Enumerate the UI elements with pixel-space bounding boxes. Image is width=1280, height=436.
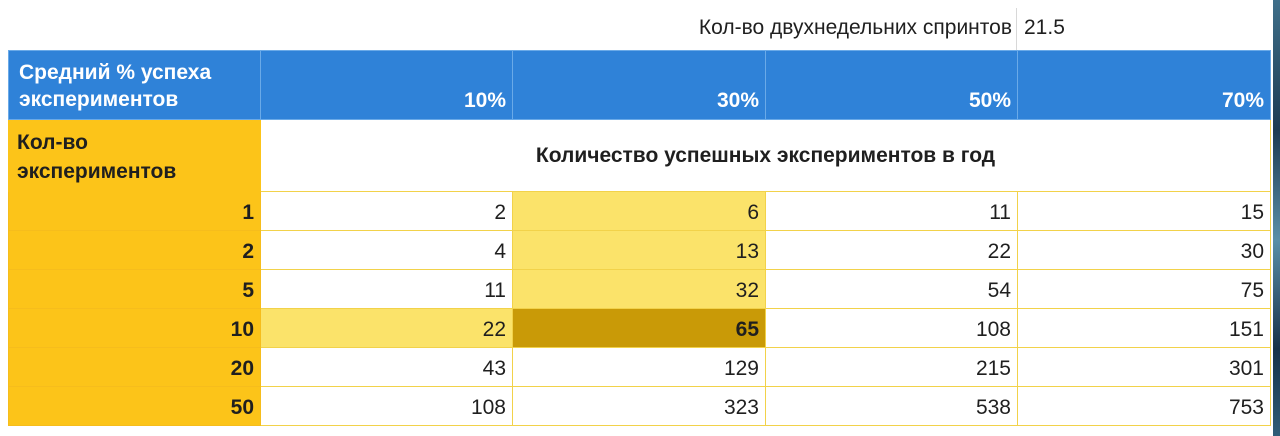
table-cell[interactable]: 15 — [1017, 191, 1271, 231]
table-cell[interactable]: 2 — [260, 191, 513, 231]
label-line-1: Кол-во — [17, 131, 88, 154]
table-cell[interactable]: 22 — [765, 230, 1018, 270]
table-caption[interactable]: Количество успешных экспериментов в год — [260, 119, 1271, 192]
table-cell[interactable]: 54 — [765, 269, 1018, 309]
background-edge — [1273, 0, 1280, 436]
sheet-margin — [0, 50, 8, 436]
table-cell-selected[interactable]: 65 — [512, 308, 766, 348]
table-row: 20 43 129 215 301 — [8, 347, 1271, 387]
table-row: 50 108 323 538 753 — [8, 386, 1271, 426]
label-line-2: экспериментов — [17, 160, 177, 183]
header-col-70[interactable]: 70% — [1017, 50, 1271, 120]
table-row: 2 4 13 22 30 — [8, 230, 1271, 270]
table-cell[interactable]: 323 — [512, 386, 766, 426]
table-row: 10 22 65 108 151 — [8, 308, 1271, 348]
table-cell[interactable]: 43 — [260, 347, 513, 387]
header-row: Средний % успеха экспериментов 10% 30% 5… — [8, 50, 1271, 120]
table-cell[interactable]: 129 — [512, 347, 766, 387]
sprints-value[interactable]: 21.5 — [1024, 16, 1065, 39]
table-row: 5 11 32 54 75 — [8, 269, 1271, 309]
sprints-label[interactable]: Кол-во двухнедельних спринтов — [698, 16, 1012, 39]
corner-line-1: Средний % успеха — [19, 61, 212, 84]
experiments-count-label[interactable]: Кол-во экспериментов — [8, 119, 261, 192]
row-header[interactable]: 50 — [8, 386, 261, 426]
success-table: Средний % успеха экспериментов 10% 30% 5… — [8, 50, 1271, 426]
table-cell[interactable]: 22 — [260, 308, 513, 348]
row-header[interactable]: 5 — [8, 269, 261, 309]
table-cell[interactable]: 108 — [765, 308, 1018, 348]
header-col-10[interactable]: 10% — [260, 50, 513, 120]
row-header[interactable]: 1 — [8, 191, 261, 231]
row-header[interactable]: 2 — [8, 230, 261, 270]
header-col-30[interactable]: 30% — [512, 50, 766, 120]
row-header[interactable]: 10 — [8, 308, 261, 348]
row-header[interactable]: 20 — [8, 347, 261, 387]
table-cell[interactable]: 753 — [1017, 386, 1271, 426]
table-cell[interactable]: 151 — [1017, 308, 1271, 348]
table-cell[interactable]: 215 — [765, 347, 1018, 387]
sprints-row: Кол-во двухнедельних спринтов 21.5 — [0, 0, 1273, 50]
header-col-50[interactable]: 50% — [765, 50, 1018, 120]
table-cell[interactable]: 6 — [512, 191, 766, 231]
table-row: 1 2 6 11 15 — [8, 191, 1271, 231]
table-cell[interactable]: 11 — [260, 269, 513, 309]
table-cell[interactable]: 108 — [260, 386, 513, 426]
header-corner-cell[interactable]: Средний % успеха экспериментов — [8, 50, 261, 120]
table-cell[interactable]: 4 — [260, 230, 513, 270]
table-cell[interactable]: 538 — [765, 386, 1018, 426]
table-cell[interactable]: 75 — [1017, 269, 1271, 309]
table-cell[interactable]: 11 — [765, 191, 1018, 231]
table-cell[interactable]: 30 — [1017, 230, 1271, 270]
subheader-row: Кол-во экспериментов Количество успешных… — [8, 119, 1271, 192]
table-cell[interactable]: 13 — [512, 230, 766, 270]
table-cell[interactable]: 301 — [1017, 347, 1271, 387]
cell-divider — [1016, 8, 1017, 50]
corner-line-2: экспериментов — [19, 88, 179, 111]
table-cell[interactable]: 32 — [512, 269, 766, 309]
